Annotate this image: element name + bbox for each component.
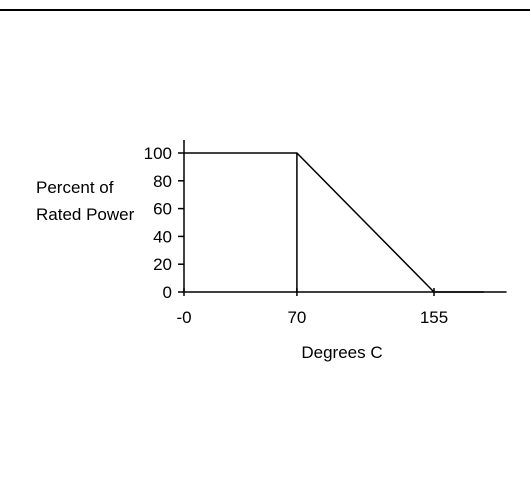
y-tick-label: 0 xyxy=(163,283,172,302)
y-tick-label: 60 xyxy=(153,200,172,219)
x-axis-label: Degrees C xyxy=(301,343,382,362)
y-tick-label: 80 xyxy=(153,172,172,191)
y-tick-label: 100 xyxy=(144,144,172,163)
y-axis-label: Percent of Rated Power xyxy=(36,178,135,224)
derating-curve xyxy=(184,152,507,293)
x-tick-label: 155 xyxy=(420,308,448,327)
top-rule xyxy=(0,9,530,11)
y-tick-label: 40 xyxy=(153,227,172,246)
y-tick-label: 20 xyxy=(153,255,172,274)
y-axis-label-line-2: Rated Power xyxy=(36,205,135,224)
x-tick-label: -0 xyxy=(176,308,191,327)
x-tick-label: 70 xyxy=(287,308,306,327)
chart-marks: 0 20 40 60 80 100 -0 70 155 xyxy=(144,144,507,327)
y-axis-label-line-1: Percent of xyxy=(36,178,114,197)
